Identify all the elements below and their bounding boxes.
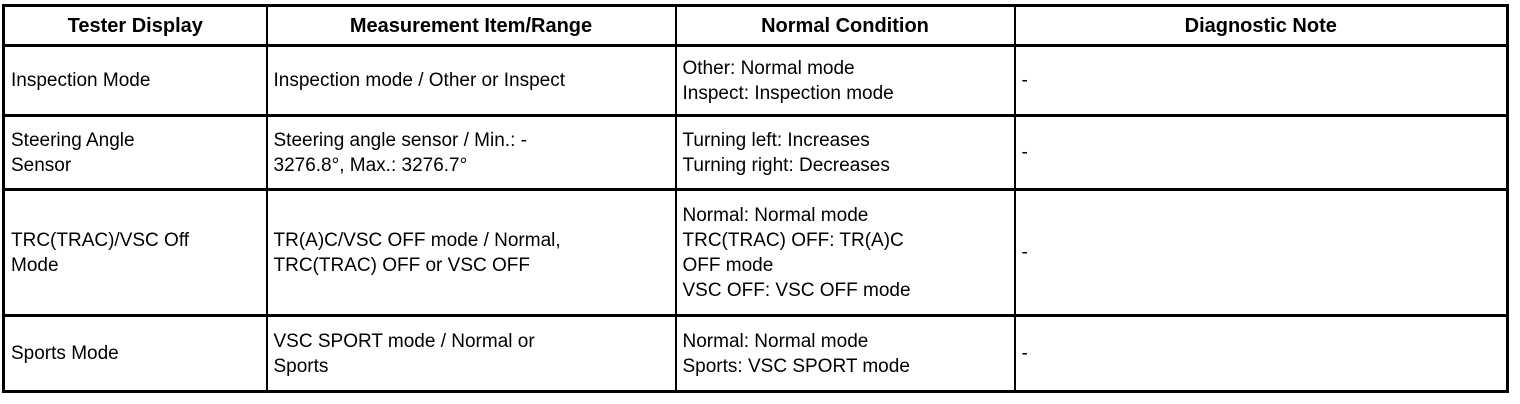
table-row-inspection-mode: Inspection Mode Inspection mode / Other … [2,44,1509,117]
table-row-trc-vsc-off-mode: TRC(TRAC)/VSC Off Mode TR(A)C/VSC OFF mo… [2,188,1509,317]
cell-diagnostic-note: - [1013,188,1509,317]
cell-diagnostic-note: - [1013,44,1509,117]
cell-measurement-item-range: VSC SPORT mode / Normal or Sports [265,314,677,393]
cell-tester-display: Sports Mode [2,314,268,393]
cell-normal-condition: Normal: Normal mode Sports: VSC SPORT mo… [674,314,1016,393]
cell-normal-condition: Normal: Normal mode TRC(TRAC) OFF: TR(A)… [674,188,1016,317]
table-header-row: Tester Display Measurement Item/Range No… [2,4,1509,47]
diagnostic-data-table: Tester Display Measurement Item/Range No… [2,4,1509,393]
cell-normal-condition: Turning left: Increases Turning right: D… [674,114,1016,191]
cell-tester-display: Steering Angle Sensor [2,114,268,191]
cell-measurement-item-range: Inspection mode / Other or Inspect [265,44,677,117]
cell-tester-display: Inspection Mode [2,44,268,117]
table-row-steering-angle-sensor: Steering Angle Sensor Steering angle sen… [2,114,1509,191]
column-header-tester-display: Tester Display [2,4,268,47]
table-row-sports-mode: Sports Mode VSC SPORT mode / Normal or S… [2,314,1509,393]
cell-tester-display: TRC(TRAC)/VSC Off Mode [2,188,268,317]
column-header-normal-condition: Normal Condition [674,4,1016,47]
cell-measurement-item-range: TR(A)C/VSC OFF mode / Normal, TRC(TRAC) … [265,188,677,317]
cell-diagnostic-note: - [1013,114,1509,191]
cell-diagnostic-note: - [1013,314,1509,393]
column-header-diagnostic-note: Diagnostic Note [1013,4,1509,47]
cell-normal-condition: Other: Normal mode Inspect: Inspection m… [674,44,1016,117]
column-header-measurement-item-range: Measurement Item/Range [265,4,677,47]
cell-measurement-item-range: Steering angle sensor / Min.: - 3276.8°,… [265,114,677,191]
